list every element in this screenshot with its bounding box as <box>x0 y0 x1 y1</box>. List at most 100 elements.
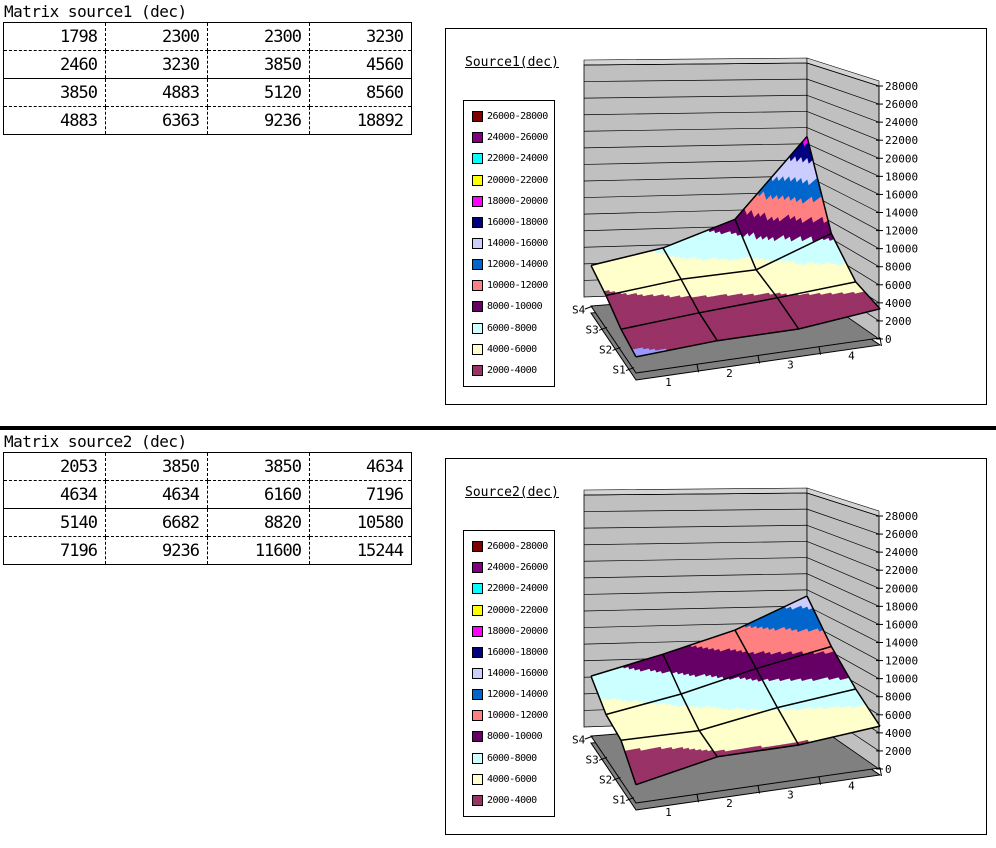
legend-label: 10000-12000 <box>487 280 548 292</box>
legend-item: 6000-8000 <box>472 752 554 764</box>
matrix-cell: 4883 <box>3 106 106 135</box>
z-axis-tick-label: 22000 <box>885 134 918 147</box>
table-row: 3850 4883 5120 8560 <box>3 78 412 107</box>
legend-swatch-icon <box>472 731 483 743</box>
legend-label: 22000-24000 <box>487 583 548 595</box>
legend-item: 20000-22000 <box>472 604 554 616</box>
chart-title: Source2(dec) <box>465 485 559 500</box>
legend-item: 14000-16000 <box>472 237 554 249</box>
matrix-cell: 3850 <box>207 452 310 481</box>
legend-swatch-icon <box>472 322 483 334</box>
matrix-cell: 3850 <box>3 78 106 107</box>
table-row: 2053 3850 3850 4634 <box>3 452 412 481</box>
z-axis-tick-label: 2000 <box>885 745 912 758</box>
matrix-cell: 6160 <box>207 480 310 509</box>
legend-swatch-icon <box>472 195 483 207</box>
series-axis-label: S4 <box>572 733 586 746</box>
surface-chart-source1: Source1(dec) 26000-28000 24000-26000 22000… <box>445 28 987 405</box>
legend-label: 20000-22000 <box>487 174 548 186</box>
legend-item: 22000-24000 <box>472 153 554 165</box>
legend-label: 14000-16000 <box>487 237 548 249</box>
legend-label: 18000-20000 <box>487 195 548 207</box>
legend-item: 8000-10000 <box>472 301 554 313</box>
legend-label: 24000-26000 <box>487 562 548 574</box>
legend-item: 10000-12000 <box>472 280 554 292</box>
category-axis-label: 3 <box>787 788 794 801</box>
legend-label: 26000-28000 <box>487 541 548 553</box>
table-row: 5140 6682 8820 10580 <box>3 508 412 537</box>
legend-swatch-icon <box>472 625 483 637</box>
category-axis-label: 1 <box>665 376 672 389</box>
category-axis-label: 2 <box>726 367 733 380</box>
series-axis-label: S2 <box>599 344 612 357</box>
legend-swatch-icon <box>472 343 483 355</box>
legend-item: 16000-18000 <box>472 216 554 228</box>
legend-label: 6000-8000 <box>487 322 537 334</box>
category-axis-label: 4 <box>848 350 855 363</box>
matrix-cell: 9236 <box>105 536 208 565</box>
legend-item: 14000-16000 <box>472 667 554 679</box>
z-axis-tick-label: 6000 <box>885 279 912 292</box>
matrix-table-source2: 2053 3850 3850 4634 4634 4634 6160 7196 5140 6682… <box>3 452 412 565</box>
category-axis-label: 3 <box>787 358 794 371</box>
value-axis: 0 2000 4000 6000 8000 10000 12000 14000 16000 180… <box>876 80 918 346</box>
z-axis-tick-label: 10000 <box>885 243 918 256</box>
table-row: 7196 9236 11600 15244 <box>3 536 412 565</box>
legend-label: 4000-6000 <box>487 773 537 785</box>
table-row: 2460 3230 3850 4560 <box>3 50 412 79</box>
legend-swatch-icon <box>472 111 483 123</box>
legend-swatch-icon <box>472 216 483 228</box>
z-axis-tick-label: 14000 <box>885 207 918 220</box>
matrix-cell: 4634 <box>3 480 106 509</box>
legend-label: 8000-10000 <box>487 301 543 313</box>
z-axis-tick-label: 20000 <box>885 152 918 165</box>
z-axis-tick-label: 22000 <box>885 564 918 577</box>
legend-swatch-icon <box>472 604 483 616</box>
table-row: 1798 2300 2300 3230 <box>3 22 412 51</box>
z-axis-tick-label: 2000 <box>885 315 912 328</box>
surface-plot: 0 2000 4000 6000 8000 10000 12000 14000 16000 180… <box>572 487 918 819</box>
matrix-cell: 11600 <box>207 536 310 565</box>
matrix-cell: 6363 <box>105 106 208 135</box>
legend-swatch-icon <box>472 710 483 722</box>
z-axis-tick-label: 18000 <box>885 600 918 613</box>
section-divider <box>0 426 996 430</box>
legend-label: 24000-26000 <box>487 132 548 144</box>
surface-mesh <box>590 595 881 786</box>
z-axis-tick-label: 24000 <box>885 546 918 559</box>
legend-item: 26000-28000 <box>472 541 554 553</box>
legend-label: 10000-12000 <box>487 710 548 722</box>
matrix-cell: 3230 <box>309 22 412 51</box>
legend-swatch-icon <box>472 667 483 679</box>
matrix-cell: 1798 <box>3 22 106 51</box>
legend-label: 18000-20000 <box>487 625 548 637</box>
z-axis-tick-label: 14000 <box>885 637 918 650</box>
legend-item: 22000-24000 <box>472 583 554 595</box>
series-axis-label: S3 <box>586 753 599 766</box>
matrix-cell: 4634 <box>105 480 208 509</box>
legend-swatch-icon <box>472 132 483 144</box>
matrix-cell: 15244 <box>356 540 404 561</box>
matrix-cell: 2300 <box>105 22 208 51</box>
legend-swatch-icon <box>472 541 483 553</box>
legend-swatch-icon <box>472 562 483 574</box>
legend-item: 2000-4000 <box>472 364 554 376</box>
matrix-cell: 18892 <box>356 110 404 131</box>
legend-swatch-icon <box>472 794 483 806</box>
legend-label: 12000-14000 <box>487 689 548 701</box>
legend-label: 26000-28000 <box>487 111 548 123</box>
legend-label: 20000-22000 <box>487 604 548 616</box>
legend-label: 22000-24000 <box>487 153 548 165</box>
surface <box>590 595 881 786</box>
z-axis-tick-label: 26000 <box>885 528 918 541</box>
legend-label: 16000-18000 <box>487 646 548 658</box>
legend-item: 10000-12000 <box>472 710 554 722</box>
category-axis-label: 4 <box>848 780 855 793</box>
series-axis-label: S1 <box>613 794 626 807</box>
matrix-cell: 4883 <box>105 78 208 107</box>
legend-swatch-icon <box>472 583 483 595</box>
z-axis-tick-label: 28000 <box>885 80 918 93</box>
chart-legend: 26000-28000 24000-26000 22000-24000 20000-2… <box>463 100 555 387</box>
